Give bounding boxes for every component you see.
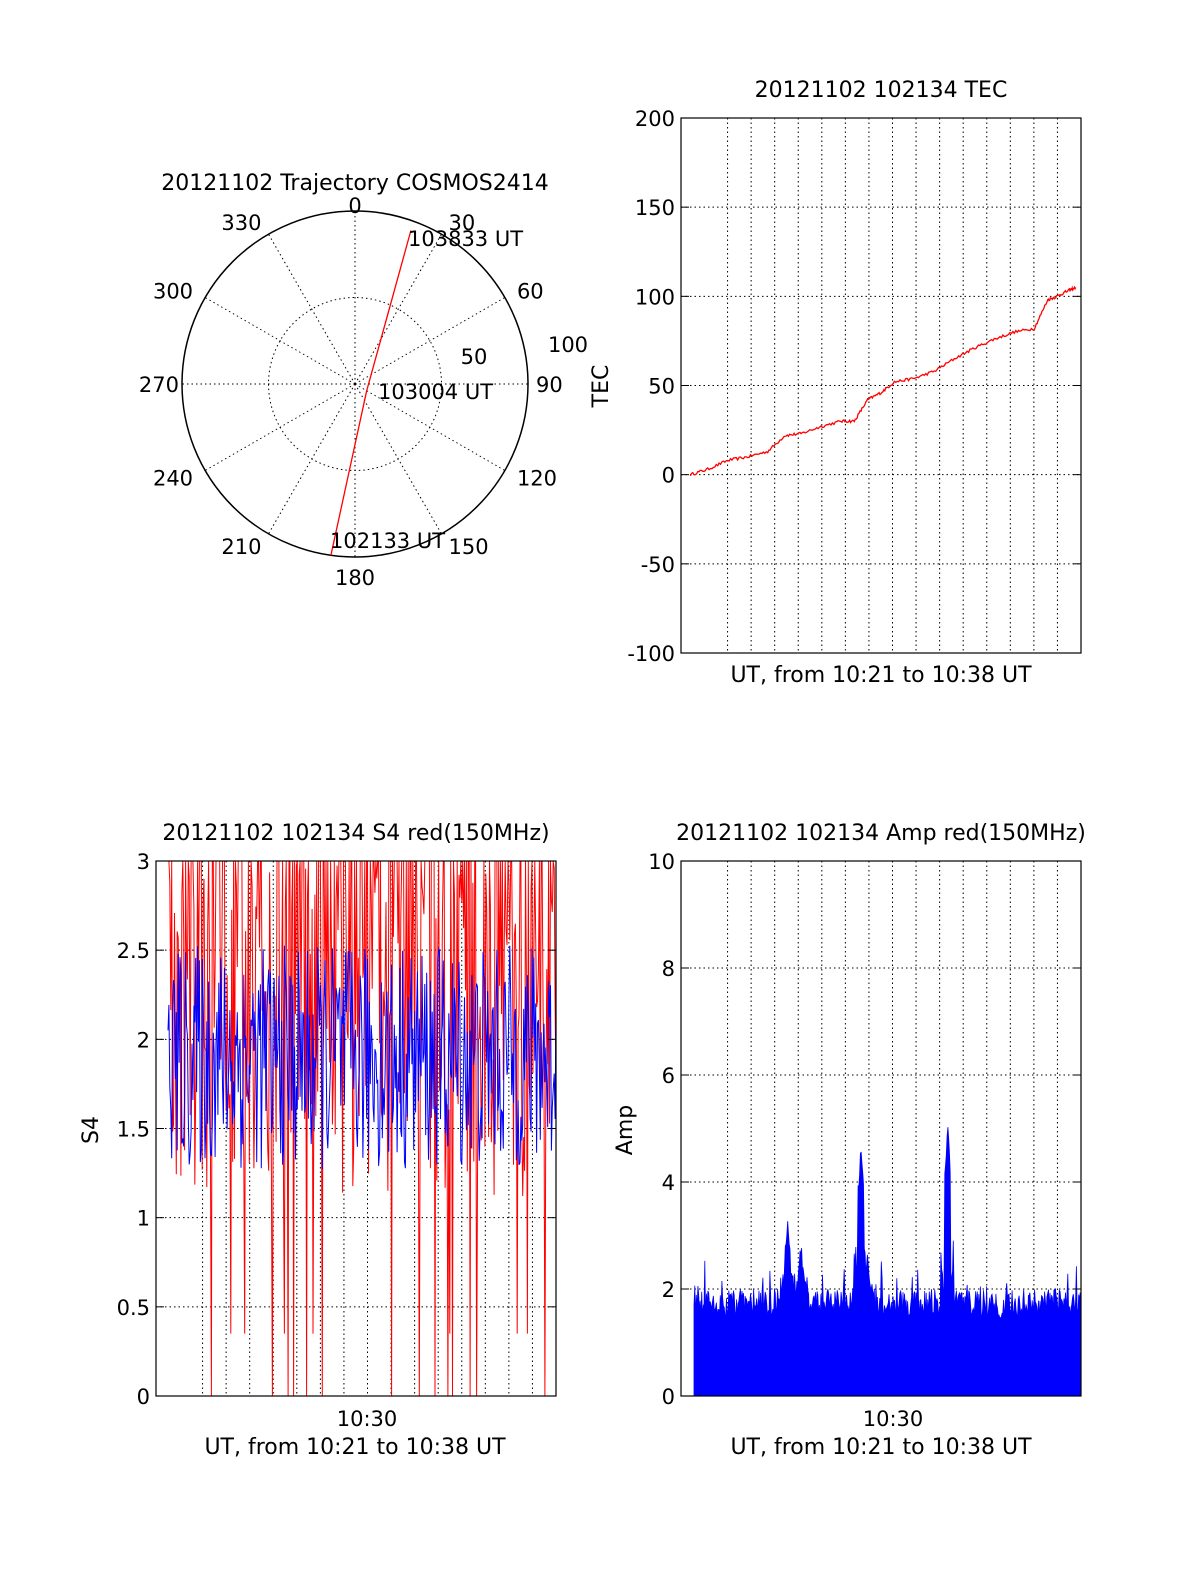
- amp-title: 20121102 102134 Amp red(150MHz): [676, 821, 1086, 846]
- trajectory-polar-plot: 20121102 Trajectory COSMOS2414 0 30 60 90 12…: [139, 171, 588, 590]
- amp-x-label: UT, from 10:21 to 10:38 UT: [730, 1435, 1032, 1460]
- polar-grid-spoke: [354, 383, 442, 535]
- tec-ytick-label: 100: [635, 285, 675, 309]
- polar-grid-spoke: [204, 383, 356, 471]
- tec-y-axis: -100 -50 0 50 100 150 200: [627, 107, 1081, 666]
- s4-ytick-label: 2.5: [117, 939, 150, 963]
- tec-x-label: UT, from 10:21 to 10:38 UT: [730, 663, 1032, 688]
- tec-series-line: [689, 285, 1077, 477]
- polar-angle-label: 300: [153, 280, 193, 304]
- polar-angle-label: 120: [517, 467, 557, 491]
- polar-grid-spoke: [354, 383, 506, 471]
- s4-series-line: [167, 945, 557, 1170]
- polar-title: 20121102 Trajectory COSMOS2414: [161, 171, 548, 196]
- amp-plot: 20121102 102134 Amp red(150MHz) 0246810 …: [613, 821, 1086, 1460]
- amp-ytick-label: 2: [662, 1278, 675, 1302]
- polar-angle-label: 270: [139, 373, 179, 397]
- tec-ytick-label: 50: [648, 375, 675, 399]
- s4-title: 20121102 102134 S4 red(150MHz): [162, 821, 549, 846]
- amp-x-tick-1030: 10:30: [863, 1407, 924, 1431]
- polar-angle-label: 210: [221, 535, 261, 559]
- polar-angle-label: 30: [449, 211, 476, 235]
- trajectory-time-mid: 103004 UT: [378, 380, 493, 404]
- polar-angle-label: 330: [221, 211, 261, 235]
- tec-y-label: TEC: [589, 365, 614, 409]
- amp-ytick-label: 4: [662, 1171, 675, 1195]
- trajectory-time-end: 103833 UT: [408, 227, 523, 251]
- s4-y-label: S4: [79, 1116, 104, 1144]
- amp-frame: [680, 860, 1082, 1397]
- polar-angle-label: 240: [153, 467, 193, 491]
- s4-y-axis: 0 0.5 1 1.5 2 2.5 3: [117, 850, 556, 1409]
- tec-ytick-label: -50: [641, 553, 675, 577]
- s4-ytick-label: 3: [137, 850, 150, 874]
- amp-ytick-label: 8: [662, 957, 675, 981]
- amp-ytick-label: 6: [662, 1064, 675, 1088]
- tec-plot: 20121102 102134 TEC -100-50050100150200 …: [589, 78, 1082, 688]
- amp-ytick-label: 0: [662, 1385, 675, 1409]
- s4-x-tick-1030: 10:30: [337, 1407, 398, 1431]
- polar-radial-label-100: 100: [548, 333, 588, 357]
- tec-ytick-label: -100: [627, 642, 675, 666]
- tec-ytick-label: 150: [635, 196, 675, 220]
- polar-grid: [182, 211, 528, 557]
- amp-ytick-label: 10: [648, 850, 675, 874]
- polar-grid-spoke: [268, 383, 356, 535]
- polar-angle-label: 0: [348, 194, 361, 218]
- polar-angle-labels: 0 30 60 90 120 150 180 210 240 270 300 330: [139, 194, 563, 590]
- trajectory-time-start: 102133 UT: [330, 529, 445, 553]
- s4-plot: 20121102 102134 S4 red(150MHz) 0 0.5 1 1.5 2…: [79, 821, 557, 1460]
- s4-ytick-label: 0: [137, 1385, 150, 1409]
- s4-ytick-label: 1: [137, 1207, 150, 1231]
- s4-ytick-label: 1.5: [117, 1118, 150, 1142]
- s4-x-label: UT, from 10:21 to 10:38 UT: [204, 1435, 506, 1460]
- amp-y-label: Amp: [613, 1105, 638, 1155]
- polar-grid-spoke: [354, 233, 442, 385]
- polar-grid-spoke: [268, 233, 356, 385]
- polar-angle-label: 60: [517, 280, 544, 304]
- tec-grid: [681, 118, 1081, 653]
- polar-grid-spoke: [204, 297, 356, 385]
- trajectory-line: [330, 230, 412, 556]
- tec-ytick-label: 200: [635, 107, 675, 131]
- polar-outer-ring: [181, 210, 529, 558]
- polar-radial-label-50: 50: [461, 345, 488, 369]
- s4-ytick-label: 0.5: [117, 1296, 150, 1320]
- amp-series: [693, 1127, 1082, 1397]
- amp-series-area: [693, 1127, 1082, 1397]
- tec-ytick-label: 0: [662, 464, 675, 488]
- polar-angle-label: 90: [536, 373, 563, 397]
- amp-y-axis: 0 2 4 6 8 10: [648, 850, 1081, 1409]
- tec-title: 20121102 102134 TEC: [755, 78, 1008, 103]
- polar-angle-label: 150: [449, 535, 489, 559]
- polar-angle-label: 180: [335, 566, 375, 590]
- s4-ytick-label: 2: [137, 1028, 150, 1052]
- polar-grid-spoke: [354, 297, 506, 385]
